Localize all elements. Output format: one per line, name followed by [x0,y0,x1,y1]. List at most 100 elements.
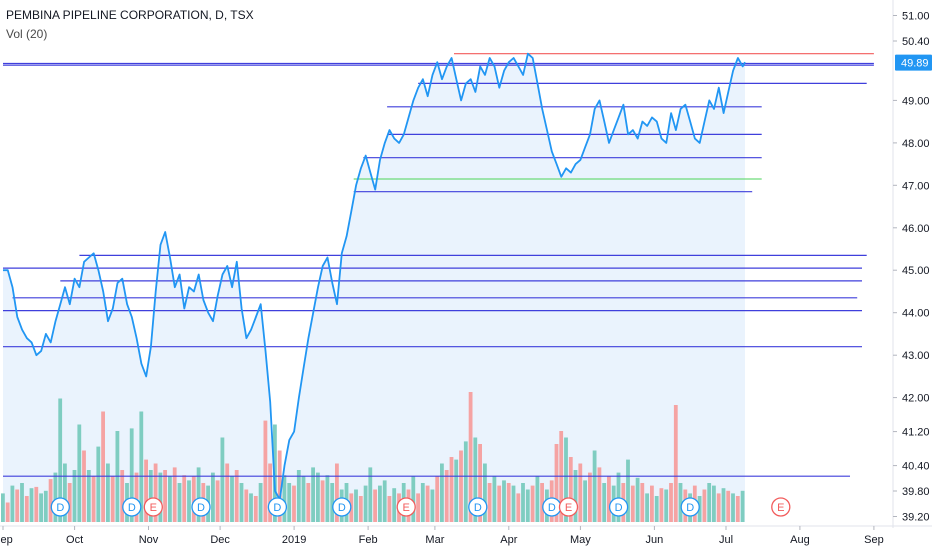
volume-bar [573,470,578,522]
earnings-marker[interactable]: E [396,497,416,517]
volume-bar [29,488,34,522]
earnings-marker[interactable]: E [558,497,579,517]
volume-bar [48,479,53,522]
volume-bar [296,470,301,522]
volume-bar [564,437,568,522]
volume-bar [230,476,234,522]
volume-bar [521,483,525,522]
volume-bar [58,398,63,522]
volume-bar [592,450,597,522]
dividend-marker-circle [122,497,142,517]
price-tick-label: 39.80 [902,486,930,498]
volume-bar [435,476,440,522]
volume-bar [110,476,115,522]
volume-bar [187,480,191,522]
dividend-marker[interactable]: D [542,497,562,517]
dividend-marker[interactable]: D [468,497,488,517]
dividend-marker[interactable]: D [608,497,629,517]
dividend-marker[interactable]: D [122,497,142,517]
earnings-marker-circle [396,497,416,517]
price-tick-label: 46.00 [902,223,930,235]
volume-bar [249,493,253,522]
volume-bar [731,493,735,522]
volume-bar [635,477,640,522]
volume-bar [268,463,272,522]
volume-bar [287,483,292,522]
volume-bar [382,480,387,522]
volume-bar [320,480,325,522]
dividend-marker-label: D [56,502,64,514]
dividend-marker-label: D [273,502,281,514]
price-axis[interactable]: 51.00 50.40 49.00 48.00 47.00 46.00 45.00 44.00… [892,0,932,528]
volume-bar [253,496,258,522]
dividend-marker-circle [332,497,352,517]
volume-bar [478,444,482,522]
volume-label: Vol (20) [6,27,48,41]
time-axis[interactable]: Sep Oct Nov Dec 2019 Feb Mar Apr May Jun Jul Aug Sep [0,525,932,546]
volume-bar [335,463,339,522]
volume-bar [483,463,487,522]
volume-bar [158,472,163,522]
dividend-marker[interactable]: D [50,497,70,517]
dividend-marker-circle [468,497,488,517]
volume-bar [263,420,268,522]
price-line [3,52,746,501]
dividend-marker[interactable]: D [267,497,288,517]
volume-bar [120,470,125,522]
earnings-marker-label: E [565,502,572,514]
volume-bar [583,480,587,522]
time-tick-label: Feb [359,534,378,546]
price-tick-label: 45.00 [902,265,930,277]
volume-bar [177,483,182,522]
volume-bar [10,485,15,522]
volume-bar [91,476,96,522]
earnings-marker[interactable]: E [143,497,163,517]
volume-bar [650,485,654,522]
volume-bar [473,437,478,522]
volume-bar [20,483,24,522]
earnings-marker-circle [558,497,579,517]
price-tick-label: 41.20 [902,427,930,439]
volume-bar [363,485,368,522]
volume-bar [387,496,392,522]
price-tick-label: 47.00 [902,180,930,192]
volume-bar [459,450,463,522]
volume-bar [420,483,425,522]
dividend-marker[interactable]: D [332,497,352,517]
volume-bar [316,472,320,522]
volume-bar [444,470,449,522]
volume-bar [211,472,215,522]
volume-bar [1,493,5,522]
earnings-marker-label: E [403,502,410,514]
volume-bar [463,441,468,522]
dividend-marker[interactable]: D [680,497,700,517]
volume-bar [602,483,607,522]
dividend-marker-label: D [615,502,623,514]
price-tick-label: 40.40 [902,461,930,473]
volume-bar [153,463,158,522]
earnings-marker[interactable]: E [771,497,791,517]
volume-bar [440,463,444,522]
dividend-marker-circle [680,497,700,517]
volume-bar [311,467,315,522]
volume-bar [215,480,220,522]
volume-bar [578,463,583,522]
price-tick-label: 48.00 [902,138,930,150]
dividend-marker-circle [267,497,288,517]
time-tick-label: Sep [864,534,884,546]
price-tick-label: 44.00 [902,308,930,320]
volume-bar [244,489,249,522]
chart-title: PEMBINA PIPELINE CORPORATION, D, TSX [6,8,254,22]
volume-bar [607,476,611,522]
time-tick-label: Oct [66,534,83,546]
earnings-marker-label: E [777,502,784,514]
time-tick-label: May [570,534,591,546]
volume-bar [129,428,134,522]
dividend-marker[interactable]: D [191,497,211,517]
dividend-marker-circle [608,497,629,517]
volume-bar [487,483,492,522]
volume-bar [712,485,716,522]
chart-legend: PEMBINA PIPELINE CORPORATION, D, TSX Vol… [6,6,254,44]
